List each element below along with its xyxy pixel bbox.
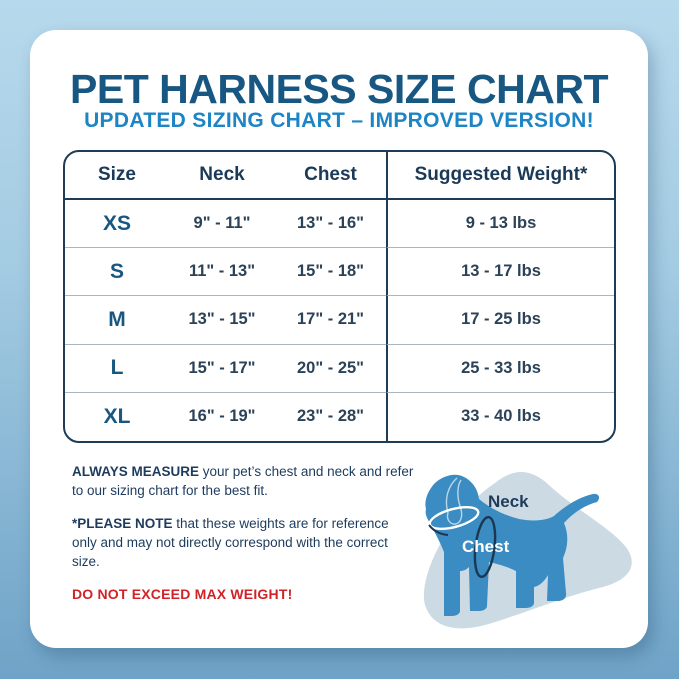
- cell-xs-weight: 9 - 13 lbs: [386, 200, 614, 249]
- cell-s-chest: 15" - 18": [275, 248, 386, 297]
- header-chest: Chest: [275, 152, 386, 200]
- dog-ear-outline: [445, 477, 463, 525]
- cell-m-chest: 17" - 21": [275, 296, 386, 345]
- cell-l-size: L: [65, 345, 169, 393]
- notes-section: ALWAYS MEASURE your pet’s chest and neck…: [72, 462, 417, 618]
- cell-m-neck: 13" - 15": [169, 296, 275, 345]
- page-title: PET HARNESS SIZE CHART: [70, 66, 609, 112]
- cell-xl-weight: 33 - 40 lbs: [386, 392, 614, 441]
- cell-xl-neck: 16" - 19": [188, 407, 256, 426]
- measure-note-text: your pet’s chest and neck and refer to o…: [72, 464, 414, 498]
- chest-measure-loop: [473, 516, 497, 578]
- cell-m-size: M: [65, 296, 169, 345]
- dog-silhouette: [425, 474, 600, 616]
- measure-note-bold: ALWAYS MEASURE: [72, 464, 200, 479]
- cell-xl-size: XL: [103, 404, 131, 428]
- max-weight-warning: DO NOT EXCEED MAX WEIGHT!: [72, 586, 293, 602]
- dog-measurement-illustration: Neck Chest: [423, 472, 632, 629]
- measure-note: ALWAYS MEASURE your pet’s chest and neck…: [72, 462, 417, 500]
- header-neck: Neck: [169, 152, 275, 200]
- header-weight: Suggested Weight*: [386, 152, 614, 200]
- size-chart-card: PET HARNESS SIZE CHART UPDATED SIZING CH…: [30, 30, 648, 648]
- neck-loop-shadow: [428, 524, 449, 536]
- cell-s-weight: 13 - 17 lbs: [386, 248, 614, 297]
- cell-s-size: S: [65, 248, 169, 297]
- cell-l-weight: 25 - 33 lbs: [386, 344, 614, 393]
- neck-label: Neck: [488, 492, 529, 511]
- cell-xs-size: XS: [65, 200, 169, 249]
- chest-label: Chest: [462, 537, 510, 556]
- please-note-bold: *PLEASE NOTE: [72, 516, 173, 531]
- size-table: Size Neck Chest Suggested Weight* XS 9" …: [63, 150, 616, 443]
- cell-xs-neck: 9" - 11": [169, 200, 275, 249]
- cell-l-chest: 20" - 25": [275, 345, 386, 393]
- cell-s-neck: 11" - 13": [169, 248, 275, 297]
- please-note: *PLEASE NOTE that these weights are for …: [72, 514, 417, 571]
- please-note-text: that these weights are for reference onl…: [72, 516, 389, 569]
- cell-m-weight: 17 - 25 lbs: [386, 296, 614, 345]
- header-size: Size: [65, 152, 169, 200]
- cell-xs-chest: 13" - 16": [275, 200, 386, 249]
- page-subtitle: UPDATED SIZING CHART – IMPROVED VERSION!: [84, 109, 594, 132]
- cell-l-neck: 15" - 17": [169, 345, 275, 393]
- cell-xl-chest: 23" - 28": [296, 407, 364, 426]
